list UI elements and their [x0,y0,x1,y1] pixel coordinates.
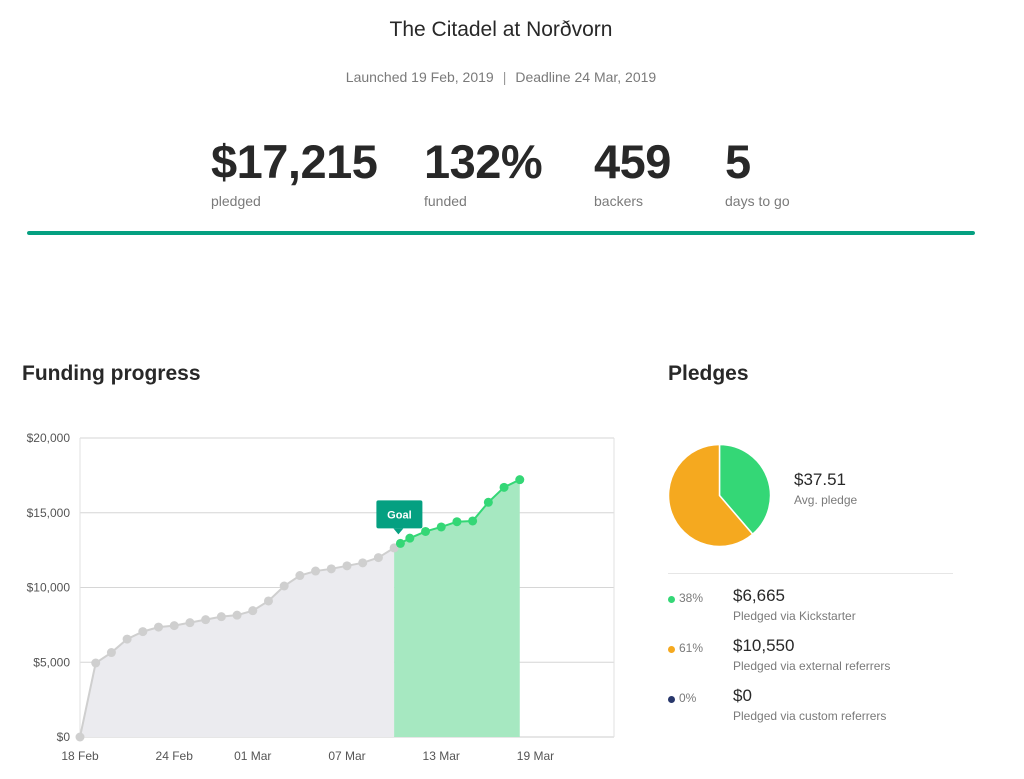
deadline-date: Deadline 24 Mar, 2019 [515,69,657,85]
data-point [106,648,116,658]
data-point [263,596,273,606]
data-point [515,475,525,485]
x-tick-label: 13 Mar [423,749,460,763]
stat-pledged: $17,215 pledged [211,135,378,209]
data-point [185,618,195,628]
x-tick-label: 01 Mar [234,749,271,763]
pre-goal-area [80,547,395,737]
x-tick-label: 19 Mar [517,749,554,763]
x-tick-label: 07 Mar [328,749,365,763]
source-amount: $6,665 [733,586,785,605]
data-point [483,497,493,507]
data-point [91,658,101,668]
data-point [248,606,258,616]
data-point [389,543,399,553]
pledges-pie-chart [668,444,771,547]
stat-funded-label: funded [424,193,467,209]
data-point [342,561,352,571]
source-description: Pledged via external referrers [733,659,891,673]
data-point [201,615,211,625]
y-tick-label: $0 [57,730,71,744]
source-amount: $10,550 [733,636,795,655]
data-point [358,558,368,568]
source-description: Pledged via custom referrers [733,709,887,723]
data-point [279,581,289,591]
y-tick-label: $20,000 [27,431,71,445]
data-point [295,571,305,581]
funding-progress-fill [27,231,975,235]
pledge-source-custom: 0% $0 Pledged via custom referrers [668,686,968,728]
stat-pledged-label: pledged [211,193,261,209]
source-percent: 0% [679,691,697,705]
data-point [169,621,179,631]
project-title: The Citadel at Norðvorn [389,18,613,41]
pledge-source-kickstarter: 38% $6,665 Pledged via Kickstarter [668,586,968,628]
y-tick-label: $5,000 [33,655,70,669]
data-point [395,538,405,548]
data-point [216,612,226,622]
goal-marker: Goal [376,500,423,535]
data-point [468,516,478,526]
source-description: Pledged via Kickstarter [733,609,856,623]
data-point [326,564,336,574]
stat-pledged-value: $17,215 [211,135,378,188]
stat-funded: 132% funded [424,135,543,209]
data-point [154,622,164,632]
stat-days-value: 5 [725,135,751,188]
launched-date: Launched 19 Feb, 2019 [345,69,494,85]
funding-progress-chart: $0 $5,000 $10,000 $15,000 $20,000 18 Feb 24 Fe… [27,431,615,763]
pledges-divider [668,573,953,574]
kickstarter-dot-icon [668,596,675,603]
pie-slice [668,444,754,547]
data-point [311,566,321,576]
data-point [499,482,509,492]
data-point [452,517,462,527]
y-tick-label: $10,000 [27,581,71,595]
custom-dot-icon [668,696,675,703]
avg-pledge-label: Avg. pledge [794,493,858,507]
stat-days-label: days to go [725,193,790,209]
avg-pledge-value: $37.51 [794,470,846,489]
x-tick-label: 18 Feb [61,749,99,763]
date-separator: | [502,69,507,85]
project-dates: Launched 19 Feb, 2019 | Deadline 24 Mar, 2… [0,69,1002,85]
source-percent: 38% [679,591,704,605]
funding-progress-heading: Funding progress [22,362,201,385]
data-point [232,610,242,620]
data-point [405,533,415,543]
stat-backers: 459 backers [594,138,671,209]
pledges-heading: Pledges [668,362,749,385]
x-tick-label: 24 Feb [156,749,194,763]
stat-backers-value: 459 [594,135,671,188]
data-point [436,522,446,532]
source-percent: 61% [679,641,704,655]
y-tick-label: $15,000 [27,506,71,520]
pie-slice [718,444,771,536]
data-point [75,732,85,742]
stat-days-to-go: 5 days to go [725,138,790,209]
source-amount: $0 [733,686,752,705]
post-goal-line [393,478,521,549]
data-point [122,634,132,644]
pledge-source-external: 61% $10,550 Pledged via external referre… [668,636,968,678]
external-dot-icon [668,646,675,653]
data-point [373,553,383,563]
goal-label: Goal [387,509,411,521]
funding-progress-bar [27,231,975,235]
post-goal-area [394,479,520,737]
stat-backers-label: backers [594,193,644,209]
stat-funded-value: 132% [424,135,543,188]
data-point [138,627,148,637]
data-point [421,526,431,536]
